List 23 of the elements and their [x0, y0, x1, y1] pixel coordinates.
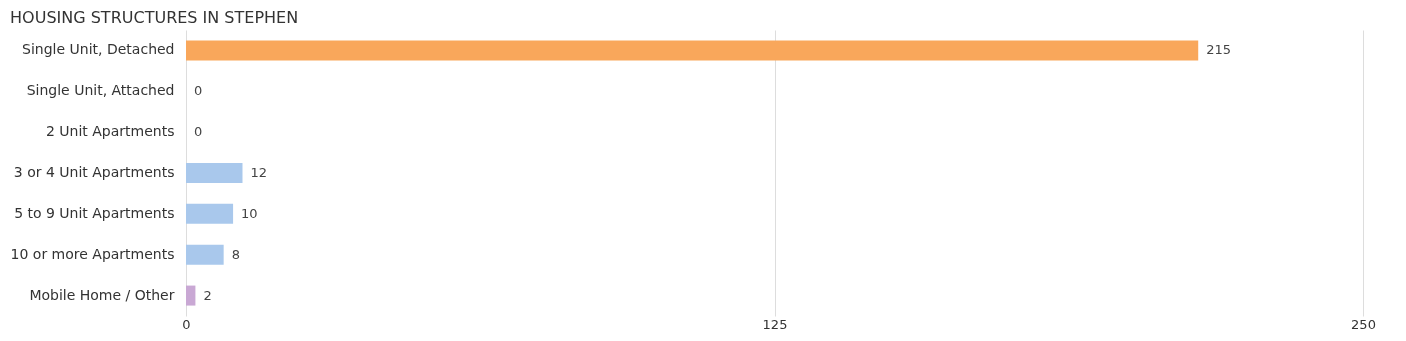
y-tick-label: Mobile Home / Other — [29, 286, 175, 303]
data-label: 0 — [194, 83, 203, 99]
y-tick-label: 10 or more Apartments — [10, 245, 175, 262]
data-label: 12 — [250, 165, 268, 180]
x-tick-label: 250 — [1351, 316, 1376, 332]
bar — [186, 40, 1199, 61]
chart-title: HOUSING STRUCTURES IN STEPHEN — [10, 8, 299, 27]
bar — [186, 163, 243, 183]
data-label: 10 — [241, 205, 258, 221]
y-tick-label: 3 or 4 Unit Apartments — [13, 164, 175, 180]
data-label: 215 — [1206, 42, 1232, 58]
y-tick-label: 2 Unit Apartments — [45, 123, 175, 140]
x-tick-label: 125 — [762, 316, 788, 332]
bar — [186, 285, 196, 306]
x-tick-label: 0 — [182, 316, 191, 332]
data-label: 2 — [203, 287, 212, 303]
bar — [186, 244, 224, 265]
data-label: 0 — [194, 124, 203, 140]
y-tick-label: 5 to 9 Unit Apartments — [14, 204, 175, 221]
bar — [186, 203, 234, 224]
y-tick-label: Single Unit, Attached — [26, 82, 175, 99]
data-label: 8 — [231, 246, 240, 262]
y-tick-label: Single Unit, Detached — [22, 41, 175, 58]
